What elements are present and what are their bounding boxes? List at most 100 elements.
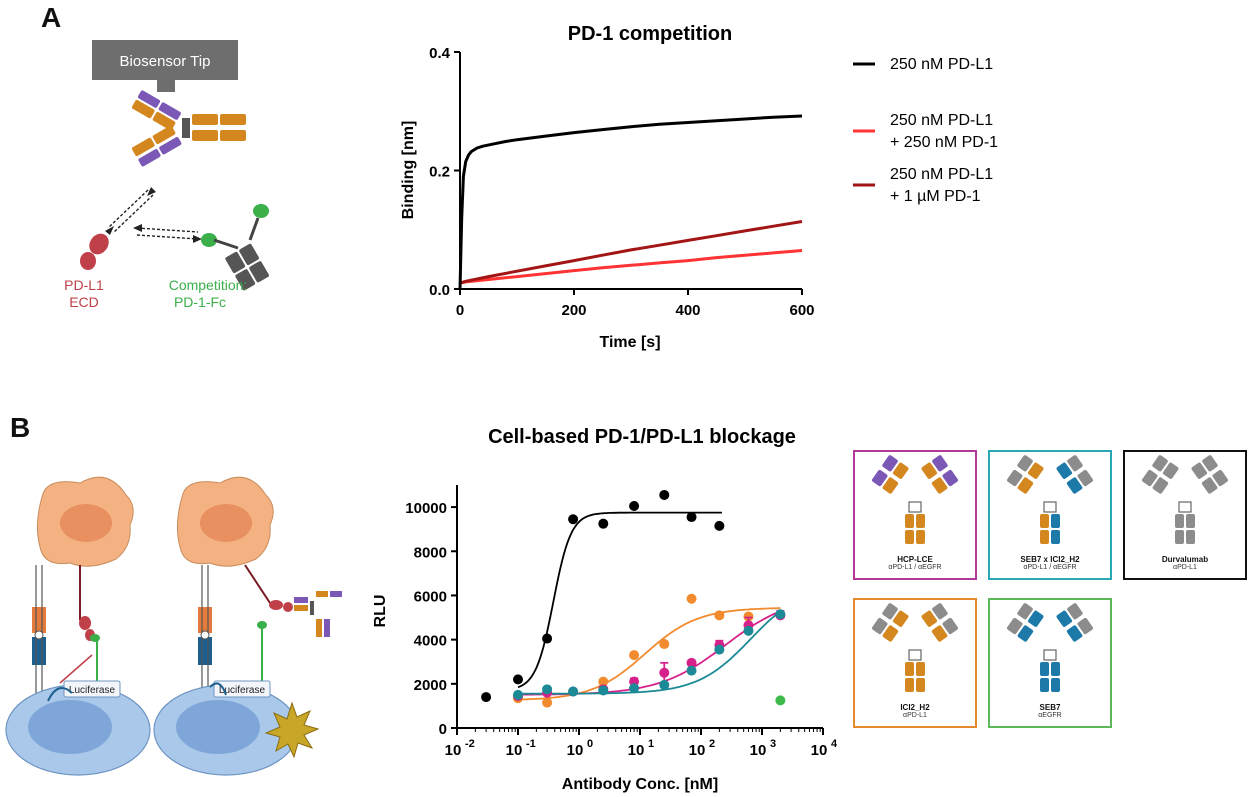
chart-b-fit-curve [518, 607, 781, 701]
chart-a-xtick-label: 200 [561, 302, 586, 319]
antibody-card-target: αPD-L1 [903, 712, 927, 719]
pd1-competition-chart: PD-1 competition Binding [nm] Time [s] 0… [400, 23, 815, 351]
chart-a-xtick-label: 400 [675, 302, 700, 319]
chart-b-data-point [714, 644, 725, 655]
chart-b-xtick-label: 10 [628, 742, 645, 759]
chart-b-xtick-label: 10 [506, 742, 523, 759]
binding-arrows [107, 189, 199, 240]
chart-b-data-point [686, 665, 697, 676]
antibody-card: SEB7 x ICI2_H2 αPD-L1 / αEGFR [988, 450, 1112, 580]
chart-b-data-point [775, 609, 786, 620]
chart-a-xtick-label: 600 [789, 302, 814, 319]
blockage-chart: Cell-based PD-1/PD-L1 blockage RLU Antib… [372, 426, 838, 793]
chart-b-data-point [775, 695, 786, 706]
luciferase-label-right: Luciferase [219, 685, 266, 696]
antibody-card-name: Durvalumab [1161, 555, 1209, 564]
schematic-b: Luciferase Luciferase [5, 476, 342, 776]
antibody-card: Durvalumab αPD-L1 [1123, 450, 1247, 580]
chart-a-series-line [459, 249, 803, 285]
chart-b-ytick-label: 0 [439, 721, 447, 738]
chart-a-legend-label: + 250 nM PD-1 [890, 134, 998, 151]
antibody-card-target: αPD-L1 / αEGFR [1023, 564, 1077, 571]
chart-b-data-point [481, 692, 492, 703]
chart-a-legend-label: 250 nM PD-L1 [890, 166, 993, 183]
chart-b-xtick-exponent: 0 [587, 738, 593, 750]
effector-cell-left [36, 476, 134, 567]
chart-b-data-point [598, 685, 609, 696]
panel-label-a: A [41, 2, 62, 33]
bispecific-antibody-icon [131, 90, 246, 167]
antibody-card-target: αPD-L1 / αEGFR [888, 564, 942, 571]
chart-b-ytick-label: 10000 [405, 500, 447, 517]
chart-b-data-point [513, 674, 523, 685]
chart-b-data-point [629, 683, 640, 694]
antibody-card-name: ICI2_H2 [900, 703, 930, 712]
chart-b-ytick-label: 2000 [414, 677, 447, 694]
antibody-card-name: SEB7 x ICI2_H2 [1020, 555, 1080, 564]
pdl1-label-line1: PD-L1 [64, 277, 104, 293]
chart-a-legend-label: 250 nM PD-L1 [890, 112, 993, 129]
chart-b-data-point [629, 650, 640, 661]
antibody-icon [1142, 455, 1228, 544]
chart-a-legend-label: + 1 µM PD-1 [890, 188, 981, 205]
chart-b-data-point [743, 611, 754, 622]
panel-label-b: B [10, 412, 31, 443]
chart-b-xtick-exponent: 3 [770, 738, 776, 750]
chart-b-data-point [686, 593, 697, 604]
antibody-card-name: HCP-LCE [897, 555, 933, 564]
chart-b-ytick-label: 4000 [414, 633, 447, 650]
chart-b-data-point [598, 676, 609, 687]
chart-b-data-point [542, 633, 553, 644]
antibody-icon [1007, 455, 1093, 544]
chart-b-xlabel: Antibody Conc. [nM] [562, 776, 718, 793]
chart-b-xtick-label: 10 [750, 742, 767, 759]
chart-b-title: Cell-based PD-1/PD-L1 blockage [488, 426, 796, 448]
chart-a-legend-label: 250 nM PD-L1 [890, 56, 993, 73]
chart-b-data-point [659, 639, 670, 650]
chart-a-series-line [459, 220, 803, 285]
chart-b-data-point [714, 610, 725, 621]
antibody-card: SEB7 αEGFR [988, 598, 1112, 728]
chart-b-data-point [629, 500, 640, 511]
chart-b-data-point [714, 520, 725, 531]
pdl1-ecd-icon [80, 233, 109, 270]
chart-b-xtick-label: 10 [811, 742, 828, 759]
antibody-card: HCP-LCE αPD-L1 / αEGFR [853, 450, 977, 580]
chart-b-data-point [513, 689, 523, 700]
antibody-icon [872, 455, 958, 544]
receptor-right [198, 564, 293, 695]
chart-b-xtick-exponent: -2 [465, 738, 475, 750]
chart-b-xtick-label: 10 [689, 742, 706, 759]
chart-b-ytick-label: 6000 [414, 588, 447, 605]
chart-b-data-point [686, 512, 697, 523]
chart-b-xtick-label: 10 [445, 742, 462, 759]
effector-cell-right [176, 476, 274, 567]
chart-a-legend: 250 nM PD-L1 250 nM PD-L1 + 250 nM PD-1 250… [853, 56, 998, 205]
chart-b-data-point [659, 489, 670, 500]
antibody-card-name: SEB7 [1039, 703, 1061, 712]
chart-b-xtick-exponent: 1 [648, 738, 654, 750]
antibody-card: ICI2_H2 αPD-L1 [853, 598, 977, 728]
chart-b-data-point [743, 625, 754, 636]
antibody-icon [872, 603, 958, 692]
chart-b-fit-curve [517, 511, 722, 689]
antibody-icon [1007, 603, 1093, 692]
target-cell-left: Luciferase [5, 680, 151, 776]
chart-a-title: PD-1 competition [568, 23, 732, 45]
chart-b-data-point [659, 667, 670, 678]
bound-bispecific-icon [294, 591, 342, 637]
receptor-left [32, 565, 100, 695]
schematic-a: Biosensor Tip [64, 40, 269, 310]
antibody-card-target: αPD-L1 [1173, 564, 1197, 571]
chart-b-xtick-exponent: -1 [526, 738, 536, 750]
chart-a-ytick-label: 0.0 [429, 282, 450, 299]
chart-a-series-line [458, 114, 803, 290]
chart-b-ytick-label: 8000 [414, 544, 447, 561]
chart-b-data-point [542, 684, 553, 695]
target-cell-right: Luciferase [153, 680, 299, 776]
pdl1-label-line2: ECD [69, 294, 99, 310]
chart-a-ytick-label: 0.2 [429, 164, 450, 181]
chart-b-data-point [568, 514, 579, 525]
chart-b-ylabel: RLU [372, 595, 389, 628]
chart-b-data-point [542, 697, 553, 708]
